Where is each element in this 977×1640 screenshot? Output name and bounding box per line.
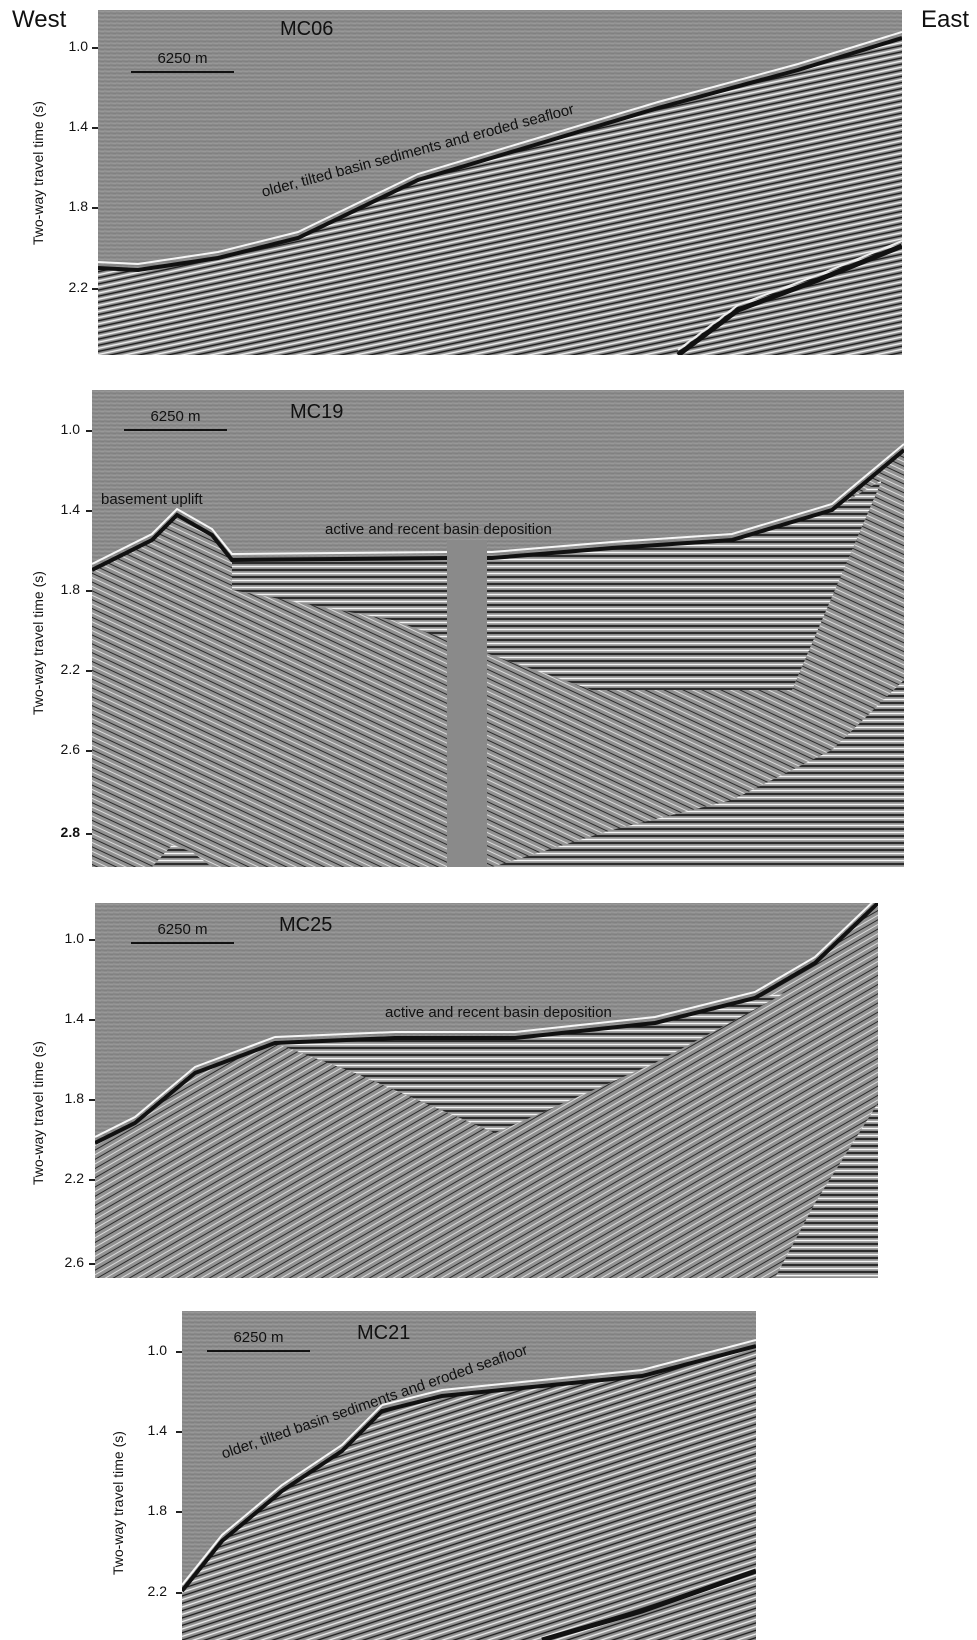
west-label: West (12, 6, 67, 33)
seismic-section-mc21 (182, 1311, 756, 1640)
y-tick-label: 1.4 (64, 1010, 84, 1026)
y-tick-mark (86, 510, 92, 512)
y-tick-label: 2.6 (64, 1254, 84, 1270)
y-axis-label-mc21: Two-way travel time (s) (110, 1431, 126, 1575)
panel-title-mc06: MC06 (280, 18, 334, 40)
y-tick-label: 1.0 (64, 930, 84, 946)
scale-bar-mc06: 6250 m (131, 50, 234, 73)
scale-bar-label: 6250 m (157, 50, 208, 67)
y-tick-mark (89, 1263, 95, 1265)
y-tick-label: 1.8 (147, 1502, 167, 1518)
y-tick-mark (92, 127, 98, 129)
y-tick-label: 1.4 (147, 1422, 167, 1438)
y-tick-label: 2.2 (60, 661, 80, 677)
seismic-section-mc25 (95, 903, 878, 1278)
y-tick-label: 2.8 (60, 824, 80, 840)
y-tick-mark (176, 1511, 182, 1513)
y-tick-label: 1.4 (68, 118, 88, 134)
annotation-basement-uplift: basement uplift (101, 491, 203, 508)
y-tick-mark (92, 47, 98, 49)
scale-bar-line (131, 942, 234, 944)
annotation-basin-deposition: active and recent basin deposition (325, 521, 552, 538)
y-tick-mark (89, 1099, 95, 1101)
y-tick-label: 2.2 (68, 279, 88, 295)
scale-bar-label: 6250 m (157, 921, 208, 938)
panel-title-mc21: MC21 (357, 1322, 411, 1344)
y-tick-mark (86, 750, 92, 752)
y-tick-label: 1.0 (60, 421, 80, 437)
seismic-section-mc19 (92, 390, 904, 867)
y-tick-mark (92, 288, 98, 290)
y-tick-mark (86, 590, 92, 592)
y-tick-mark (92, 207, 98, 209)
y-tick-mark (86, 833, 92, 835)
y-tick-label: 1.4 (60, 501, 80, 517)
y-tick-label: 1.8 (68, 198, 88, 214)
y-tick-mark (176, 1431, 182, 1433)
scale-bar-mc25: 6250 m (131, 921, 234, 944)
y-tick-label: 1.0 (68, 38, 88, 54)
y-tick-mark (86, 670, 92, 672)
y-tick-label: 1.8 (60, 581, 80, 597)
y-axis-label-mc25: Two-way travel time (s) (30, 1041, 46, 1185)
scale-bar-label: 6250 m (233, 1329, 284, 1346)
y-tick-mark (176, 1592, 182, 1594)
y-axis-label-mc19: Two-way travel time (s) (30, 571, 46, 715)
scale-bar-label: 6250 m (150, 408, 201, 425)
y-tick-label: 1.8 (64, 1090, 84, 1106)
scale-bar-line (124, 429, 227, 431)
annotation-basin-deposition: active and recent basin deposition (385, 1004, 612, 1021)
y-axis-label-mc06: Two-way travel time (s) (30, 101, 46, 245)
y-tick-label: 1.0 (147, 1342, 167, 1358)
y-tick-label: 2.2 (147, 1583, 167, 1599)
y-tick-mark (89, 1179, 95, 1181)
y-tick-label: 2.6 (60, 741, 80, 757)
scale-bar-mc21: 6250 m (207, 1329, 310, 1352)
east-label: East (920, 6, 969, 33)
scale-bar-line (131, 71, 234, 73)
panel-title-mc19: MC19 (290, 401, 344, 423)
y-tick-mark (89, 1019, 95, 1021)
panel-title-mc25: MC25 (279, 914, 333, 936)
scale-bar-line (207, 1350, 310, 1352)
scale-bar-mc19: 6250 m (124, 408, 227, 431)
y-tick-label: 2.2 (64, 1170, 84, 1186)
y-tick-mark (89, 939, 95, 941)
y-tick-mark (86, 430, 92, 432)
y-tick-mark (176, 1351, 182, 1353)
seismic-section-mc06 (98, 10, 902, 355)
